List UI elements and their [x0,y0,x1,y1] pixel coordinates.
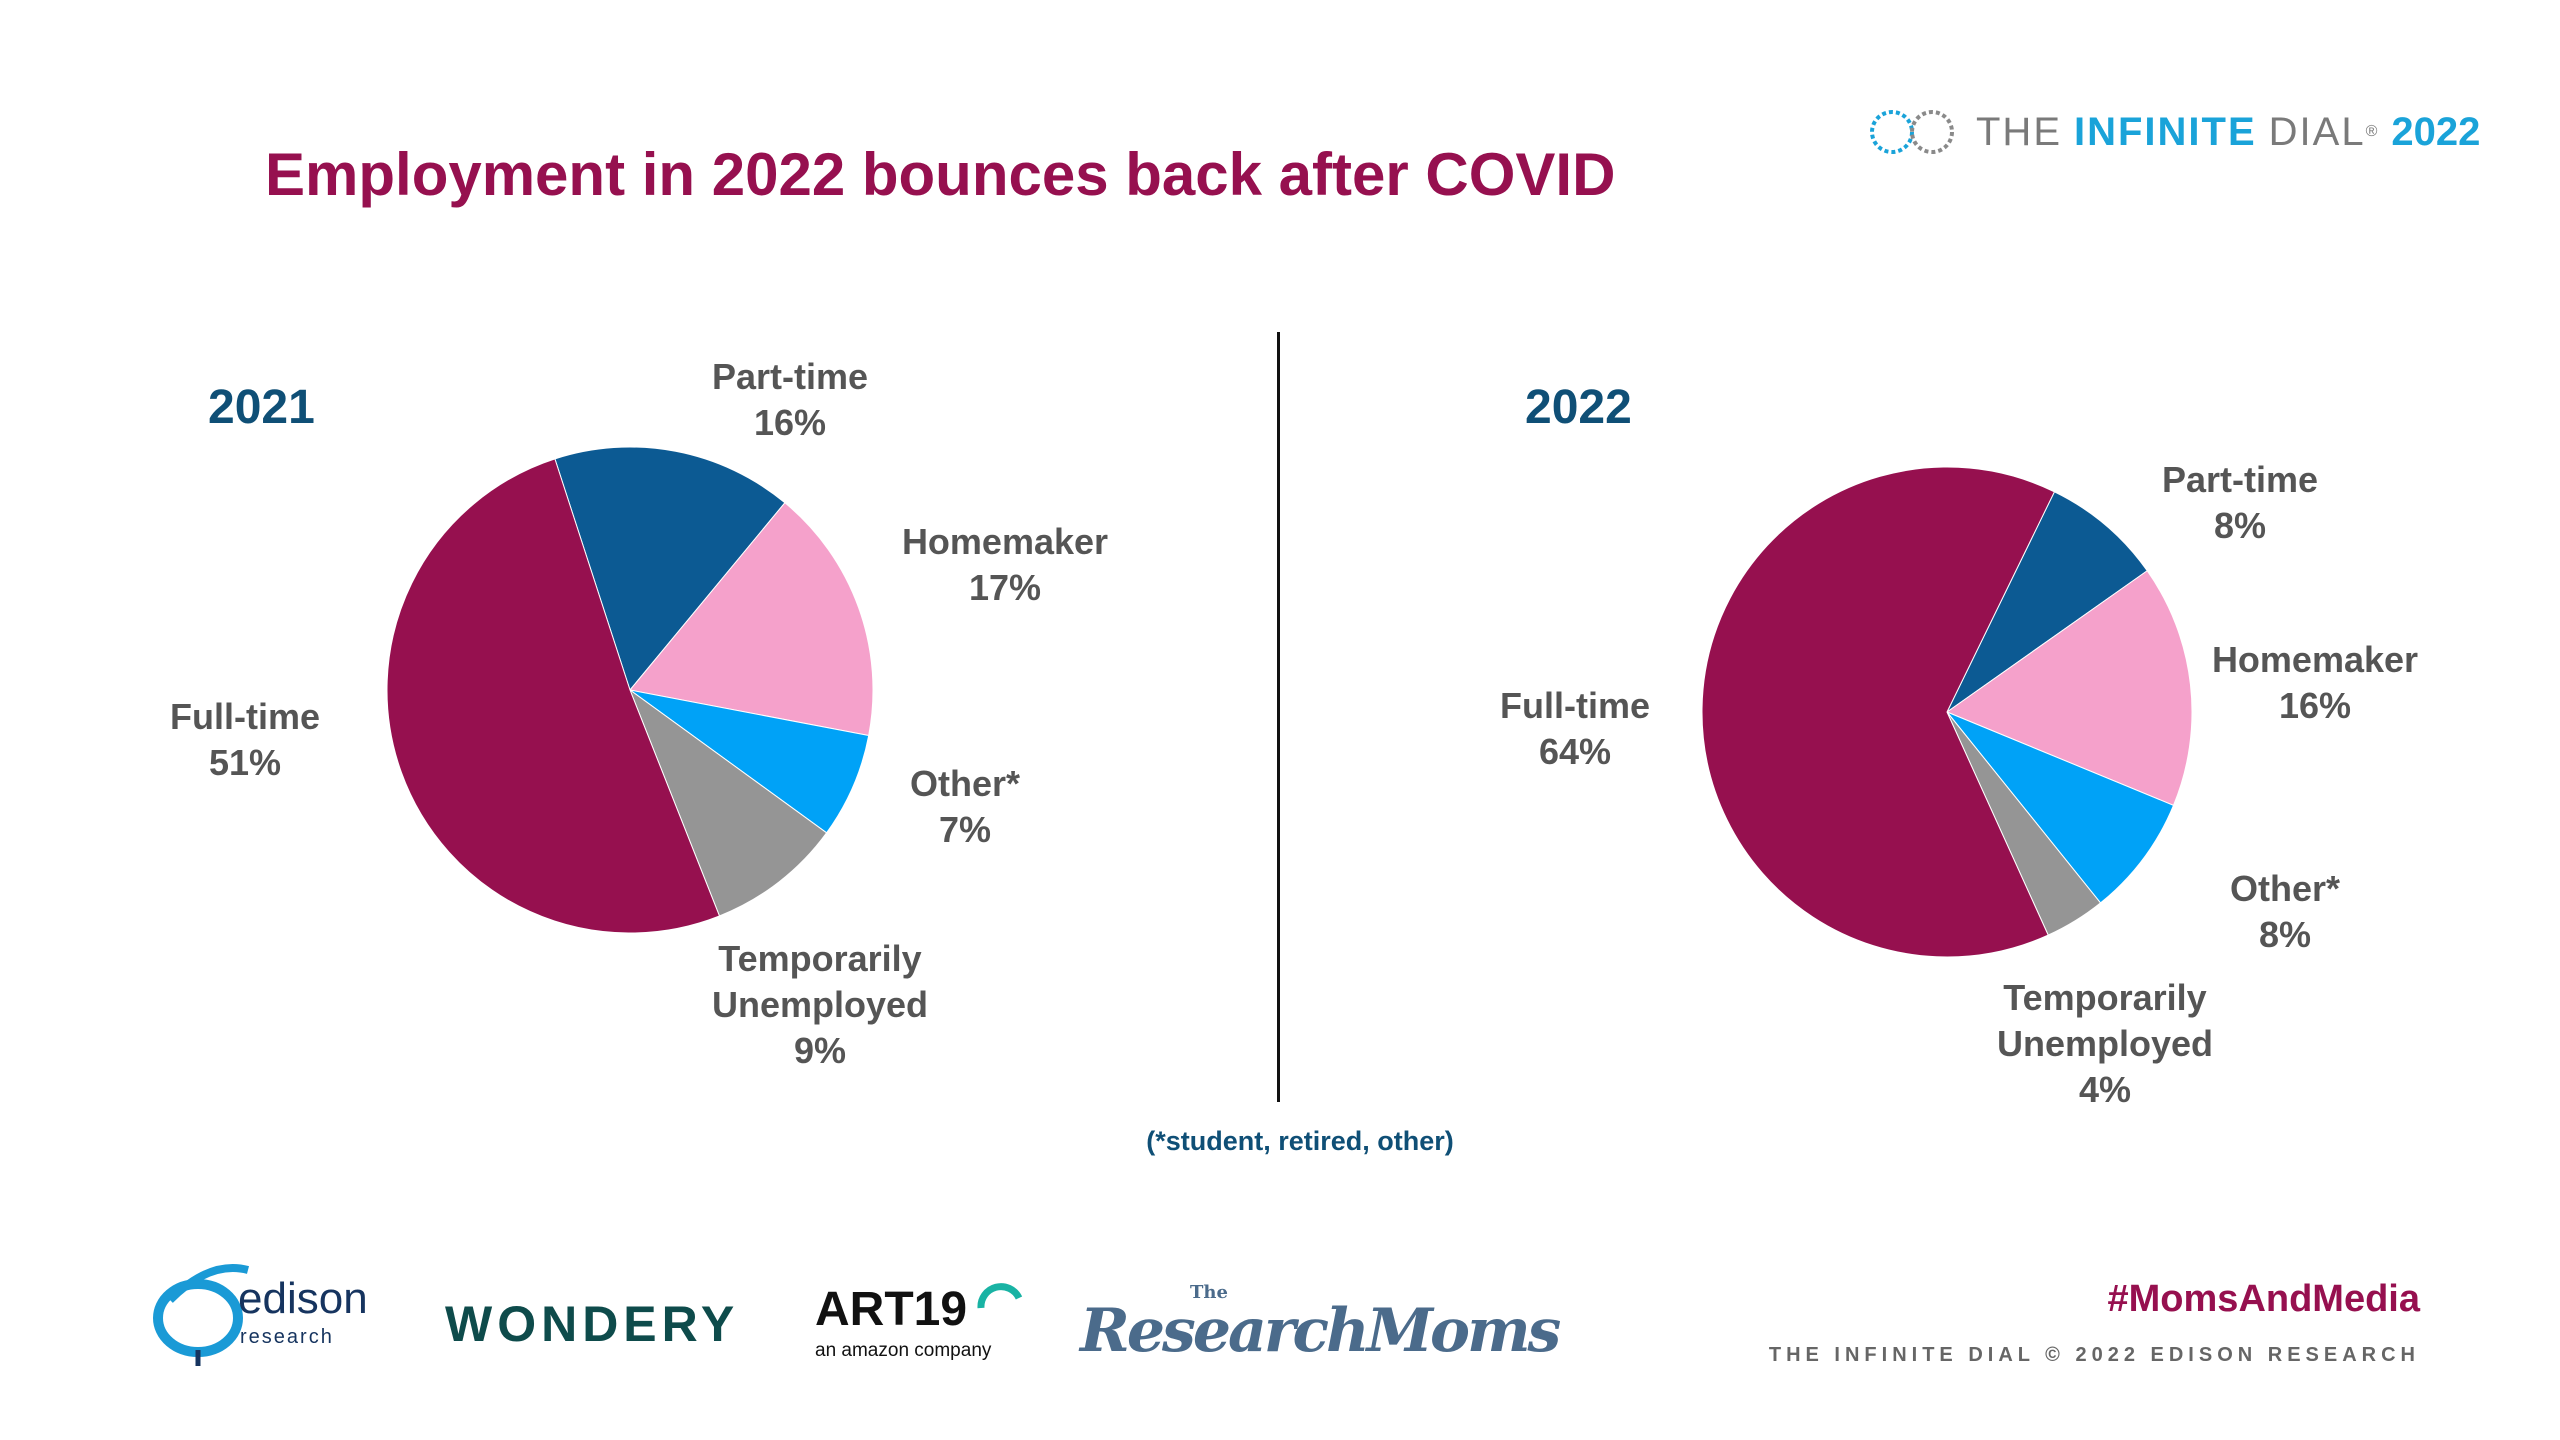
art19-wordmark: ART19 [815,1283,968,1336]
label-2022-part-time: Part-time 8% [2140,457,2340,549]
hashtag: #MomsAndMedia [2107,1278,2420,1320]
brand-year: 2022 [2391,109,2481,154]
label-2021-homemaker: Homemaker 17% [880,519,1130,611]
pie-2022-slice-full-time [1701,466,2056,958]
pie-2021-slice-full-time [386,458,721,934]
research-moms-logo: The ResearchMoms [1080,1282,1561,1382]
label-2021-full-time: Full-time 51% [150,694,340,786]
label-2022-temp-line2: Unemployed [1996,1023,2214,1064]
label-2022-full-time: Full-time 64% [1480,683,1670,775]
edison-research-logo: edison research [150,1260,390,1370]
chart-divider [1277,332,1280,1102]
label-2021-full-time-value: 51% [208,742,282,783]
label-2021-part-time-name: Part-time [711,356,869,397]
label-2022-homemaker: Homemaker 16% [2190,637,2440,729]
research-moms-the: The [1190,1282,1228,1303]
page-title: Employment in 2022 bounces back after CO… [265,141,1616,208]
label-2021-temp-line1: Temporarily [718,938,922,979]
label-2022-other: Other* 8% [2210,866,2360,958]
label-2022-other-value: 8% [2258,914,2312,955]
label-2021-homemaker-value: 17% [968,567,1042,608]
pie-2022-slice-homemaker [1945,570,2193,807]
label-2021-other-name: Other* [909,763,1021,804]
edison-swirl-icon [153,1264,250,1366]
label-2022-homemaker-name: Homemaker [2211,639,2419,680]
art19-subtitle: an amazon company [815,1340,992,1361]
pie-chart-2021 [386,446,874,934]
wondery-logo: WONDERY [445,1296,740,1352]
pie-2021-slice-other [629,689,870,834]
infinite-dial-logo-icon [1870,110,1954,154]
footnote: (*student, retired, other) [1146,1126,1454,1156]
label-2021-full-time-name: Full-time [170,696,320,737]
pie-2021-slice-temporarily-unemployed [628,688,828,917]
pie-2021-slice-homemaker [629,502,874,737]
research-moms-wordmark: ResearchMoms [1080,1296,1561,1366]
infinite-dial-brand: THE INFINITE DIAL ® 2022 [1862,102,2480,162]
label-2022-full-time-name: Full-time [1500,685,1650,726]
brand-dial: DIAL [2268,109,2366,154]
pie-2022-slice-other [1946,711,2175,904]
label-2022-full-time-value: 64% [1538,731,1612,772]
pie-2022-slice-part-time [1946,491,2148,713]
label-2021-other: Other* 7% [890,761,1040,853]
label-2021-temp-line2: Unemployed [711,984,929,1025]
label-2022-other-name: Other* [2229,868,2341,909]
label-2021-part-time-value: 16% [753,402,827,443]
brand-the: THE [1976,109,2062,154]
pie-2021-slice-part-time [554,446,786,692]
art19-logo: ART19 an amazon company [815,1282,1025,1372]
label-2022-part-time-value: 8% [2213,505,2267,546]
brand-registered: ® [2365,123,2378,140]
edison-subtitle: research [240,1326,334,1348]
label-2022-part-time-name: Part-time [2161,459,2319,500]
brand-infinite: INFINITE [2074,109,2257,154]
art19-arc-icon [977,1283,1023,1309]
label-2021-other-value: 7% [938,809,992,850]
label-2021-temporarily-unemployed: Temporarily Unemployed 9% [690,936,950,1074]
edison-wordmark: edison [238,1274,368,1323]
label-2022-temporarily-unemployed: Temporarily Unemployed 4% [1975,975,2235,1113]
label-2022-homemaker-value: 16% [2278,685,2352,726]
label-2022-temp-line1: Temporarily [2003,977,2207,1018]
copyright: THE INFINITE DIAL © 2022 EDISON RESEARCH [1768,1344,2420,1366]
label-2021-part-time: Part-time 16% [700,354,880,446]
label-2021-temp-value: 9% [793,1030,847,1071]
chart-2021-title: 2021 [208,381,315,434]
label-2021-homemaker-name: Homemaker [901,521,1109,562]
chart-2022-title: 2022 [1525,381,1632,434]
pie-chart-2022 [1701,466,2193,958]
label-2022-temp-value: 4% [2078,1069,2132,1110]
